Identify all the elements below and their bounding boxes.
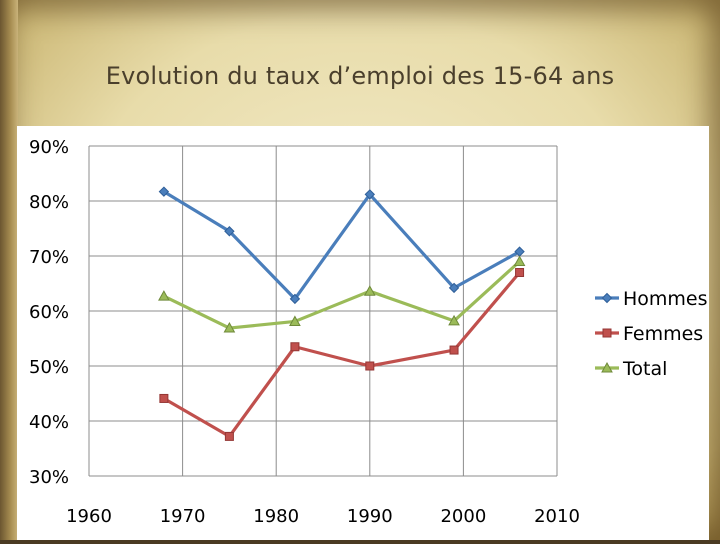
- legend-item-hommes: Hommes: [595, 288, 708, 310]
- data-point-total: [363, 285, 376, 296]
- x-tick-label: 2000: [440, 506, 486, 527]
- chart-series: [158, 186, 526, 441]
- data-point-femmes: [290, 342, 300, 352]
- data-point-total: [513, 255, 526, 266]
- data-point-femmes: [449, 345, 459, 355]
- data-point-femmes: [515, 268, 525, 277]
- legend-item-femmes: Femmes: [595, 323, 703, 345]
- series-total: [158, 255, 526, 333]
- y-tick-label: 70%: [29, 247, 69, 268]
- x-tick-label: 1990: [347, 506, 393, 527]
- data-point-total: [158, 290, 170, 301]
- x-tick-label: 2010: [534, 506, 580, 527]
- y-tick-label: 40%: [29, 412, 69, 433]
- y-axis-tick-labels: 30% 40% 50% 60% 70% 80% 90%: [29, 137, 69, 488]
- legend-swatch-marker: [602, 328, 612, 338]
- y-tick-label: 50%: [29, 357, 69, 378]
- series-line-femmes: [163, 271, 521, 438]
- slide-title: Evolution du taux d’emploi des 15-64 ans: [105, 62, 615, 90]
- data-point-hommes: [364, 189, 376, 200]
- series-femmes: [159, 268, 525, 441]
- x-tick-label: 1960: [66, 506, 112, 527]
- data-point-hommes: [289, 293, 301, 305]
- legend-label: Total: [622, 358, 667, 380]
- legend-swatch-marker: [601, 361, 613, 373]
- y-tick-label: 90%: [29, 137, 69, 158]
- chart-panel: 30% 40% 50% 60% 70% 80% 90% 1960 1970 1980 1990 20…: [17, 126, 709, 540]
- legend-label: Hommes: [623, 288, 708, 310]
- data-point-hommes: [158, 186, 170, 197]
- chart-legend: Hommes Femmes Total: [595, 288, 708, 380]
- data-point-total: [289, 315, 301, 326]
- legend-item-total: Total: [595, 358, 667, 380]
- data-point-total: [448, 314, 460, 326]
- line-chart: 30% 40% 50% 60% 70% 80% 90% 1960 1970 1980 1990 20…: [29, 137, 708, 527]
- data-point-femmes: [224, 431, 234, 441]
- y-tick-label: 80%: [29, 192, 69, 213]
- data-point-hommes: [448, 282, 460, 294]
- data-point-femmes: [159, 393, 169, 403]
- book-binding: [0, 0, 18, 540]
- x-tick-label: 1970: [160, 506, 206, 527]
- x-axis-tick-labels: 1960 1970 1980 1990 2000 2010: [66, 506, 580, 527]
- series-hommes: [158, 186, 525, 305]
- series-line-hommes: [163, 190, 521, 301]
- legend-swatch-marker: [601, 292, 613, 304]
- data-point-femmes: [365, 361, 375, 371]
- x-tick-label: 1980: [253, 506, 299, 527]
- legend-label: Femmes: [623, 323, 703, 345]
- y-tick-label: 30%: [29, 467, 69, 488]
- data-point-hommes: [224, 226, 235, 237]
- series-line-total: [163, 260, 521, 330]
- data-point-total: [223, 322, 236, 333]
- y-tick-label: 60%: [29, 302, 69, 323]
